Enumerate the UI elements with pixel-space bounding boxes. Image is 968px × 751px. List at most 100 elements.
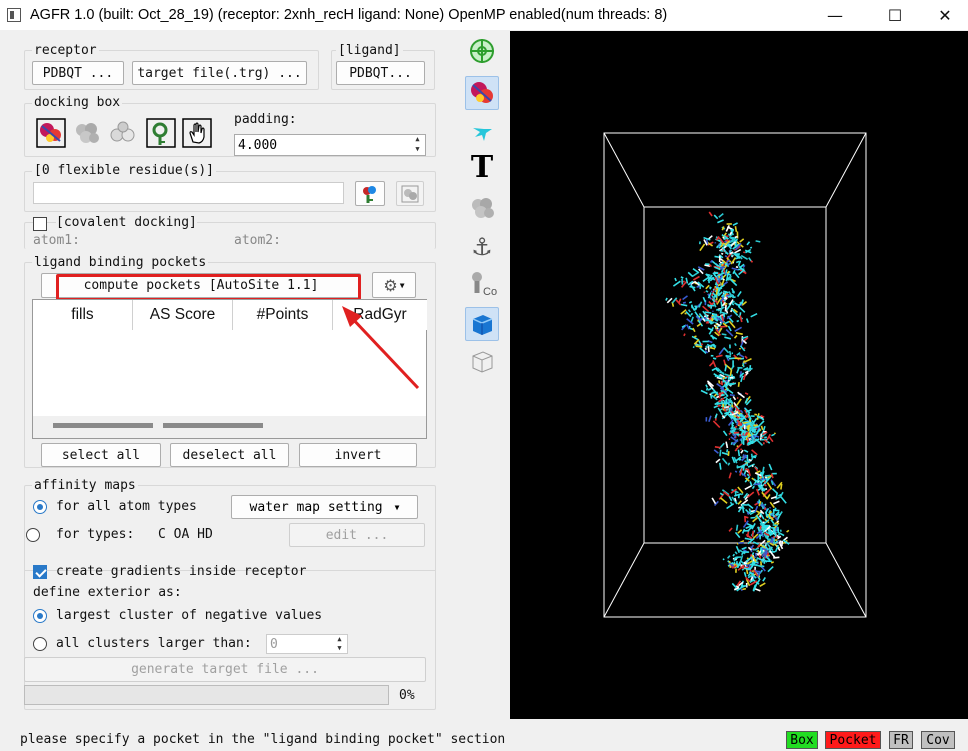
bond-stick [739,409,744,414]
receptor-3d-view[interactable] [510,31,968,719]
bond-stick [744,431,748,436]
bond-stick [766,493,771,499]
bond-stick [705,384,708,388]
deselect-all-button[interactable]: deselect all [170,443,289,467]
edit-types-button[interactable]: edit ... [289,523,425,547]
compute-pockets-button[interactable]: compute pockets [AutoSite 1.1] [41,273,361,298]
scrollbar-thumb[interactable] [53,423,153,428]
bond-stick [687,309,691,313]
bond-stick [774,544,780,553]
bond-stick [738,269,745,276]
all-clusters-radio[interactable] [33,637,47,651]
bond-stick [716,402,724,406]
bond-stick [752,569,759,577]
largest-cluster-radio[interactable] [33,609,47,623]
column-points[interactable]: #Points [233,300,333,330]
target-file-button[interactable]: target file(.trg) ... [132,61,307,85]
atoms-box-icon[interactable] [72,118,102,148]
bond-stick [692,346,695,349]
bond-stick [746,473,750,477]
bond-stick [767,543,774,552]
padding-input[interactable]: 4.000 ▲ ▼ [234,134,426,156]
bond-stick [729,394,735,397]
bond-stick [737,500,742,505]
affinity-divider [24,570,436,571]
bond-stick [740,439,743,445]
scrollbar-thumb-secondary[interactable] [163,423,263,428]
bond-stick [744,355,748,359]
table-horizontal-scrollbar[interactable] [33,416,426,438]
bond-stick [716,376,723,380]
bond-stick [727,275,732,281]
bond-stick [728,527,733,532]
bond-stick [762,425,766,432]
column-fills[interactable]: fills [33,300,133,330]
bond-stick [727,261,732,267]
ligand-pdbqt-button[interactable]: PDBQT... [336,61,425,85]
bond-stick [729,234,732,238]
ribbon-icon[interactable] [465,116,499,150]
bond-stick [718,262,722,266]
maximize-button[interactable]: ☐ [887,5,903,25]
bond-stick [710,391,717,395]
bond-stick [726,449,729,453]
clusters-size-spinner[interactable]: ▲ ▼ [337,635,342,652]
select-all-button[interactable]: select all [41,443,161,467]
bond-stick [733,414,737,418]
target-icon[interactable] [465,34,499,68]
bond-stick [743,449,749,453]
bond-stick [722,558,725,561]
bond-stick [724,251,728,255]
bond-stick [755,240,761,243]
bond-stick [758,525,762,531]
hand-pick-box-icon[interactable] [182,118,212,148]
generate-target-button[interactable]: generate target file ... [24,657,426,682]
flexible-residue-clear-button[interactable] [396,181,424,206]
invert-button[interactable]: invert [299,443,417,467]
bond-stick [691,305,696,311]
bond-stick [702,318,706,323]
solid-box-icon[interactable] [465,307,499,341]
molecule-viewer[interactable] [510,31,968,719]
bond-stick [708,211,713,217]
create-gradients-checkbox[interactable] [33,565,47,579]
bond-stick [729,231,733,236]
bond-stick [713,357,716,360]
fr-status-badge: FR [889,731,913,749]
flexible-residue-pick-button[interactable] [355,181,385,206]
flexible-residue-field[interactable] [33,182,344,204]
bond-stick [749,426,756,434]
control-panel: receptor PDBQT ... target file(.trg) ...… [0,30,460,730]
pockets-settings-dropdown[interactable]: ⚙ ▼ [372,272,416,298]
water-map-dropdown[interactable]: water map setting ▼ [231,495,418,519]
receptor-pdbqt-button[interactable]: PDBQT ... [32,61,124,85]
cobalt-icon[interactable]: Co [465,266,499,300]
app-icon [7,8,21,22]
spheres-box-icon[interactable] [108,118,138,148]
covalent-checkbox[interactable] [33,217,47,231]
bond-stick [715,236,720,241]
wire-box-icon[interactable] [465,344,499,378]
column-as-score[interactable]: AS Score [133,300,233,330]
bond-stick [761,549,768,558]
all-atoms-radio[interactable] [33,500,47,514]
anchor-icon[interactable]: ⚓ [471,233,493,261]
pockets-table[interactable]: fills AS Score #Points RadGyr [32,299,427,439]
molecule-box-icon[interactable] [36,118,66,148]
bond-stick [736,253,743,260]
atoms-icon[interactable] [465,192,499,226]
bond-stick [714,266,721,271]
close-button[interactable]: ✕ [938,5,952,25]
bond-stick [766,540,771,543]
bond-stick [706,241,714,247]
padding-spinner[interactable]: ▲ ▼ [415,135,420,153]
bond-stick [731,564,737,569]
minimize-button[interactable]: — [827,5,843,25]
bond-stick [680,309,687,315]
bond-stick [747,525,753,532]
text-T-icon[interactable]: T [470,149,494,185]
molecule-icon[interactable] [465,76,499,110]
clusters-size-input[interactable]: 0 ▲ ▼ [266,634,348,654]
residue-pick-box-icon[interactable] [146,118,176,148]
for-types-radio[interactable] [26,528,40,542]
